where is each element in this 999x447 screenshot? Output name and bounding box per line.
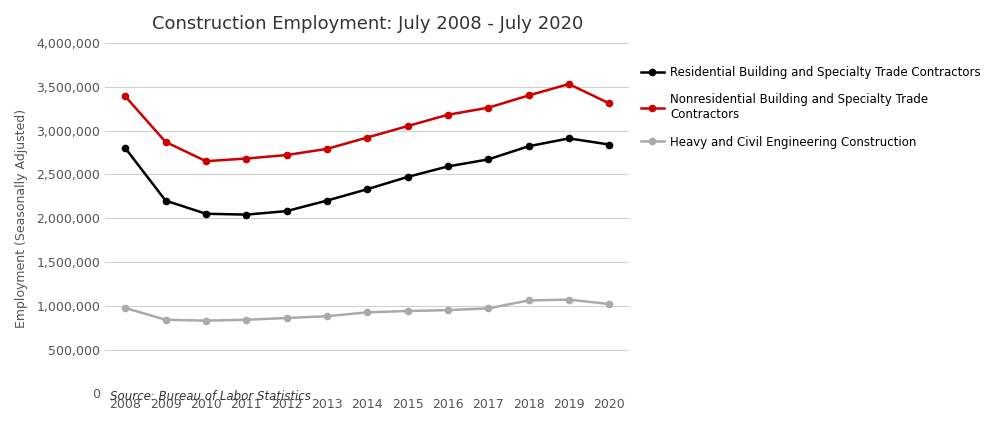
Heavy and Civil Engineering Construction	[603, 301, 615, 307]
Nonresidential Building and Specialty Trade
Contractors	[402, 123, 414, 129]
Residential Building and Specialty Trade Contractors	[562, 136, 574, 141]
Residential Building and Specialty Trade Contractors	[240, 212, 252, 217]
Nonresidential Building and Specialty Trade
Contractors	[200, 159, 212, 164]
Heavy and Civil Engineering Construction	[281, 315, 293, 320]
Heavy and Civil Engineering Construction	[442, 308, 454, 313]
Nonresidential Building and Specialty Trade
Contractors	[321, 146, 333, 152]
Title: Construction Employment: July 2008 - July 2020: Construction Employment: July 2008 - Jul…	[152, 15, 582, 33]
Heavy and Civil Engineering Construction	[402, 308, 414, 314]
Residential Building and Specialty Trade Contractors	[281, 208, 293, 214]
Nonresidential Building and Specialty Trade
Contractors	[240, 156, 252, 161]
Heavy and Civil Engineering Construction	[119, 305, 131, 311]
Nonresidential Building and Specialty Trade
Contractors	[483, 105, 495, 110]
Line: Heavy and Civil Engineering Construction: Heavy and Civil Engineering Construction	[122, 296, 612, 324]
Nonresidential Building and Specialty Trade
Contractors	[442, 112, 454, 118]
Residential Building and Specialty Trade Contractors	[603, 142, 615, 147]
Nonresidential Building and Specialty Trade
Contractors	[281, 152, 293, 158]
Residential Building and Specialty Trade Contractors	[200, 211, 212, 216]
Heavy and Civil Engineering Construction	[522, 298, 534, 303]
Residential Building and Specialty Trade Contractors	[402, 174, 414, 180]
Nonresidential Building and Specialty Trade
Contractors	[362, 135, 374, 140]
Nonresidential Building and Specialty Trade
Contractors	[603, 101, 615, 106]
Heavy and Civil Engineering Construction	[562, 297, 574, 302]
Heavy and Civil Engineering Construction	[483, 306, 495, 311]
Heavy and Civil Engineering Construction	[321, 314, 333, 319]
Residential Building and Specialty Trade Contractors	[321, 198, 333, 203]
Text: Source: Bureau of Labor Statistics: Source: Bureau of Labor Statistics	[110, 390, 311, 403]
Y-axis label: Employment (Seasonally Adjusted): Employment (Seasonally Adjusted)	[15, 109, 28, 328]
Heavy and Civil Engineering Construction	[362, 310, 374, 315]
Residential Building and Specialty Trade Contractors	[483, 157, 495, 162]
Heavy and Civil Engineering Construction	[240, 317, 252, 322]
Residential Building and Specialty Trade Contractors	[522, 143, 534, 149]
Residential Building and Specialty Trade Contractors	[442, 164, 454, 169]
Residential Building and Specialty Trade Contractors	[119, 145, 131, 151]
Nonresidential Building and Specialty Trade
Contractors	[119, 94, 131, 99]
Legend: Residential Building and Specialty Trade Contractors, Nonresidential Building an: Residential Building and Specialty Trade…	[640, 66, 981, 149]
Residential Building and Specialty Trade Contractors	[160, 198, 172, 203]
Nonresidential Building and Specialty Trade
Contractors	[522, 93, 534, 98]
Line: Residential Building and Specialty Trade Contractors: Residential Building and Specialty Trade…	[122, 135, 612, 218]
Heavy and Civil Engineering Construction	[200, 318, 212, 323]
Heavy and Civil Engineering Construction	[160, 317, 172, 322]
Nonresidential Building and Specialty Trade
Contractors	[160, 139, 172, 144]
Line: Nonresidential Building and Specialty Trade
Contractors: Nonresidential Building and Specialty Tr…	[122, 81, 612, 164]
Residential Building and Specialty Trade Contractors	[362, 186, 374, 192]
Nonresidential Building and Specialty Trade
Contractors	[562, 81, 574, 87]
